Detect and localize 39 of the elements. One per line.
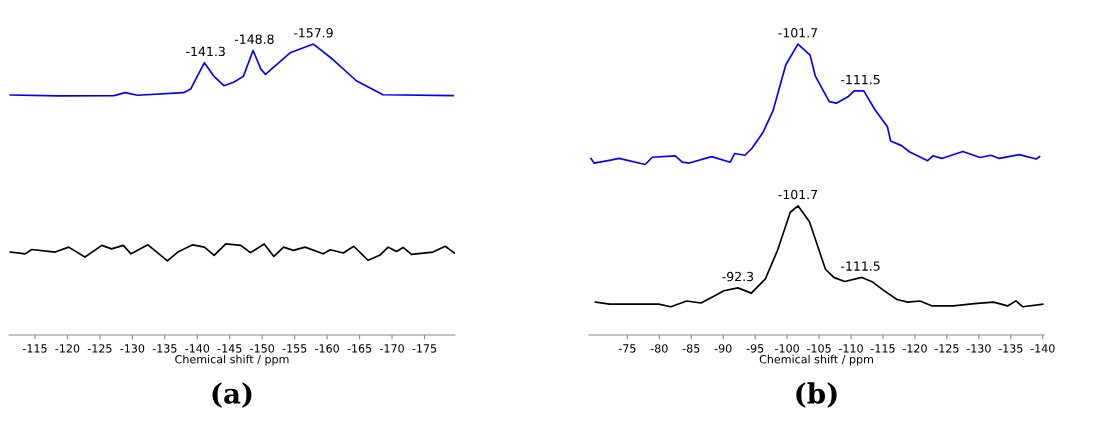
x-axis-title: Chemical shift / ppm	[759, 354, 873, 366]
x-tick-label: -130	[120, 344, 145, 353]
x-tick-label: -105	[806, 344, 831, 353]
x-tick-label: -155	[282, 344, 307, 353]
x-tick-label: -85	[682, 344, 700, 353]
x-tick-label: -140	[185, 344, 210, 353]
x-tick-label: -135	[152, 344, 177, 353]
x-tick-label: -145	[217, 344, 242, 353]
x-tick-label: -125	[87, 344, 112, 353]
x-tick-label: -90	[714, 344, 732, 353]
x-tick-label: -100	[775, 344, 799, 353]
x-tick-label: -120	[55, 344, 80, 353]
x-tick-label: -95	[746, 344, 764, 353]
annotation: -101.7	[778, 28, 818, 38]
annotation: -141.3	[186, 46, 225, 57]
x-tick-label: -75	[618, 344, 636, 353]
x-axis-title: Chemical shift / ppm	[175, 354, 289, 366]
x-tick-label: -110	[838, 344, 863, 353]
annotation: -111.5	[841, 261, 880, 271]
x-tick-label: -170	[379, 344, 404, 353]
x-tick-label: -175	[412, 344, 437, 353]
annotation: -101.7	[778, 189, 818, 200]
annotation: -148.8	[234, 34, 274, 44]
text: (a)	[212, 382, 252, 408]
x-tick-label: -150	[250, 344, 275, 353]
annotation: -157.9	[293, 28, 333, 38]
x-tick-label: -135	[998, 344, 1023, 353]
annotation: -111.5	[841, 75, 880, 85]
x-tick-label: -160	[315, 344, 339, 353]
annotation: -92.3	[722, 271, 754, 282]
x-tick-label: -115	[22, 344, 47, 353]
x-tick-label: -80	[650, 344, 668, 353]
x-tick-label: -130	[966, 344, 991, 353]
x-tick-label: -120	[902, 344, 927, 353]
text: (b)	[796, 382, 837, 408]
x-tick-label: -140	[1030, 344, 1055, 353]
x-tick-label: -115	[870, 344, 895, 353]
x-tick-label: -165	[347, 344, 372, 353]
x-tick-label: -125	[934, 344, 959, 353]
